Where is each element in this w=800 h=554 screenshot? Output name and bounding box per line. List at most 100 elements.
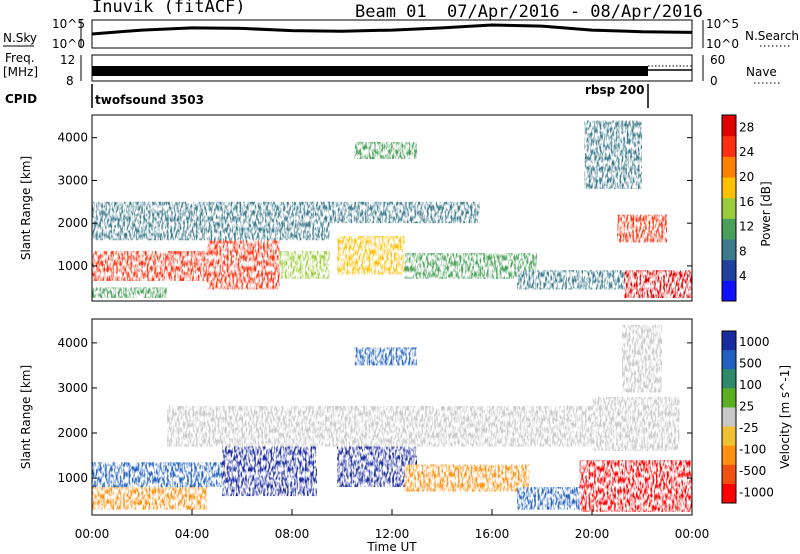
nave-label: Nave xyxy=(746,65,777,79)
time-x-ticks: 00:00 04:00 08:00 12:00 16:00 20:00 00:00 xyxy=(75,509,710,541)
velocity-swatch xyxy=(722,464,736,485)
scatter-region-4 xyxy=(337,446,417,488)
frequency-left-tick-top: 12 xyxy=(60,53,75,67)
scatter-region-5 xyxy=(404,464,530,492)
date-range: 07/Apr/2016 - 08/Apr/2016 xyxy=(447,2,703,22)
velocity-swatch xyxy=(722,445,736,466)
scatter-region-8 xyxy=(167,405,605,447)
scatter-region-12 xyxy=(354,141,417,160)
scatter-region-2 xyxy=(207,240,280,290)
y-tick-label: 3000 xyxy=(57,173,88,187)
x-tick-label: 08:00 xyxy=(275,527,310,541)
y-tick-label: 1000 xyxy=(57,259,88,273)
velocity-colorbar-tick: 100 xyxy=(739,378,762,392)
power-swatch xyxy=(722,259,736,281)
power-swatch xyxy=(722,115,736,137)
scatter-region-6 xyxy=(517,270,630,290)
station-title: Inuvik (fitACF) xyxy=(92,0,246,17)
power-frame xyxy=(91,114,693,302)
velocity-colorbar: 1000 500 100 25 -25 -100 -500 -1000 Velocity [m… xyxy=(721,330,792,504)
x-tick-label: 00:00 xyxy=(675,527,710,541)
velocity-colorbar-tick: -25 xyxy=(739,421,759,435)
power-swatch xyxy=(722,280,736,302)
beam-label: Beam 01 xyxy=(355,2,427,22)
y-tick-label: 1000 xyxy=(57,471,88,485)
scatter-region-11 xyxy=(584,120,642,189)
time-xlabel: Time UT xyxy=(366,540,417,554)
velocity-colorbar-tick: -500 xyxy=(739,464,766,478)
scatter-region-8 xyxy=(617,214,667,243)
y-tick-label: 2000 xyxy=(57,426,88,440)
power-colorbar-tick: 8 xyxy=(739,244,747,258)
scatter-region-10 xyxy=(312,201,480,224)
x-tick-label: 00:00 xyxy=(75,527,110,541)
velocity-ylabel: Slant Range [km] xyxy=(19,365,33,469)
power-ylabel: Slant Range [km] xyxy=(19,156,33,260)
velocity-heatmap xyxy=(92,324,692,512)
noise-sky-label: N.Sky xyxy=(3,31,37,45)
power-colorbar-label: Power [dB] xyxy=(759,181,773,246)
cpid-mode-2: rbsp 200 xyxy=(585,83,644,97)
frequency-label-line1: Freq. xyxy=(5,51,35,65)
frequency-band xyxy=(92,66,648,76)
scatter-region-7 xyxy=(579,460,692,512)
power-colorbar-tick: 4 xyxy=(739,269,747,283)
velocity-colorbar-tick: 25 xyxy=(739,399,754,413)
scatter-region-9 xyxy=(92,201,330,241)
power-colorbar-tick: 20 xyxy=(739,170,754,184)
velocity-swatch xyxy=(722,369,736,389)
scatter-region-1 xyxy=(92,487,207,510)
scatter-region-2 xyxy=(92,462,222,488)
velocity-colorbar-frame xyxy=(721,330,737,504)
velocity-swatch xyxy=(722,350,736,370)
velocity-y-ticks: 1000 2000 3000 4000 xyxy=(57,336,692,485)
noise-panel: 10^5 10^0 10^5 10^0 N.Sky N.Search xyxy=(3,17,799,51)
nave-right-tick-bottom: 0 xyxy=(710,74,718,88)
power-swatch xyxy=(722,177,736,199)
noise-search-label: N.Search xyxy=(745,29,799,43)
scatter-region-4 xyxy=(337,236,405,275)
x-tick-label: 20:00 xyxy=(575,527,610,541)
nave-right-tick-top: 60 xyxy=(710,53,725,67)
noise-series-line xyxy=(91,23,693,36)
scatter-region-5 xyxy=(404,253,537,279)
frequency-label-line2: [MHz] xyxy=(3,65,38,79)
velocity-swatch xyxy=(722,407,736,428)
velocity-swatch xyxy=(722,331,736,351)
cpid-mode-1: twofsound 3503 xyxy=(95,93,204,107)
scatter-region-11 xyxy=(354,347,417,366)
x-tick-label: 12:00 xyxy=(375,527,410,541)
scatter-region-1 xyxy=(92,250,207,281)
power-colorbar: 28 24 20 16 12 8 4 Power [dB] xyxy=(721,114,773,302)
y-tick-label: 3000 xyxy=(57,381,88,395)
power-colorbar-swatches xyxy=(722,115,736,302)
velocity-colorbar-tick: -1000 xyxy=(739,485,774,499)
scatter-region-6 xyxy=(517,487,592,510)
power-y-ticks: 1000 2000 3000 4000 xyxy=(57,131,692,273)
scatter-region-7 xyxy=(624,270,692,299)
velocity-colorbar-tick: 1000 xyxy=(739,335,770,349)
scatter-region-13 xyxy=(92,287,167,299)
velocity-colorbar-swatches xyxy=(722,331,736,504)
power-swatch xyxy=(722,197,736,219)
y-tick-label: 4000 xyxy=(57,336,88,350)
power-colorbar-tick: 28 xyxy=(739,120,754,134)
power-swatch xyxy=(722,239,736,261)
scatter-region-9 xyxy=(592,396,680,452)
power-swatch xyxy=(722,156,736,178)
power-swatch xyxy=(722,218,736,240)
scatter-region-3 xyxy=(279,250,330,279)
cpid-panel: CPID twofsound 3503 rbsp 200 xyxy=(5,83,649,108)
x-tick-label: 04:00 xyxy=(175,527,210,541)
noise-frame xyxy=(91,19,693,49)
noise-right-tick-bottom: 10^0 xyxy=(706,37,739,51)
power-panel: 1000 2000 3000 4000 Slant Range [km] xyxy=(19,114,693,302)
noise-right-tick-top: 10^5 xyxy=(706,17,739,31)
noise-left-tick-top: 10^5 xyxy=(52,17,85,31)
power-colorbar-ticks: 28 24 20 16 12 8 4 xyxy=(739,120,754,283)
x-tick-label: 16:00 xyxy=(475,527,510,541)
velocity-swatch xyxy=(722,388,736,408)
power-colorbar-tick: 12 xyxy=(739,220,754,234)
scatter-region-10 xyxy=(622,324,662,393)
